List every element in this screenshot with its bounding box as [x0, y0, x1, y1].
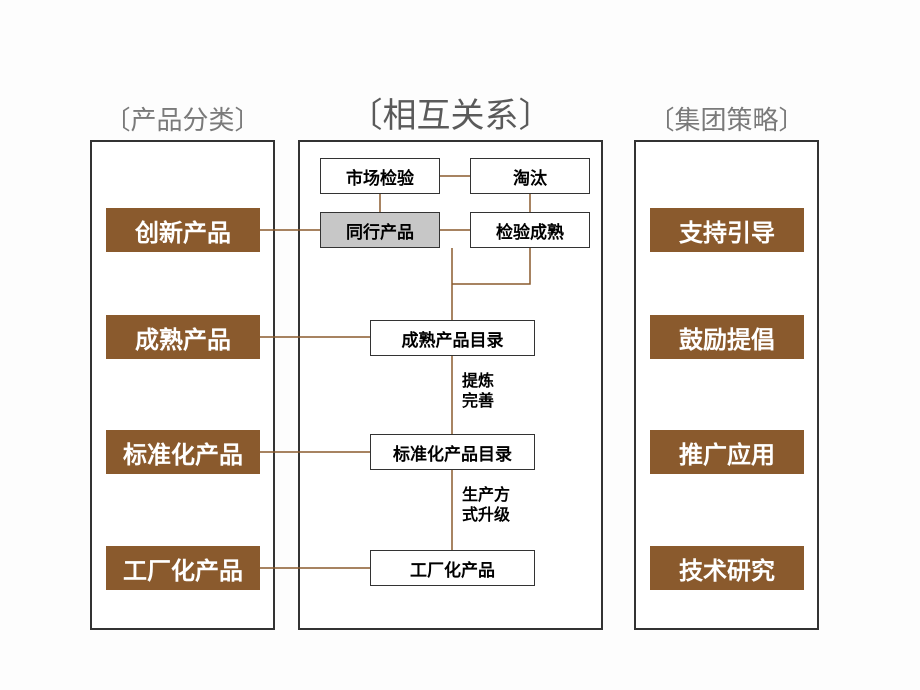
right-box: 鼓励提倡: [650, 315, 804, 359]
flow-node-peer: 同行产品: [320, 212, 440, 248]
left-box: 创新产品: [106, 208, 260, 252]
flow-node-mature-cat: 成熟产品目录: [370, 320, 535, 356]
flow-node-factory: 工厂化产品: [370, 550, 535, 586]
edge-label: 提炼完善: [462, 372, 494, 412]
col-title-center: 〔相互关系〕: [298, 88, 603, 137]
flow-node-std-cat: 标准化产品目录: [370, 434, 535, 470]
right-box: 支持引导: [650, 208, 804, 252]
col-title-right: 〔集团策略〕: [634, 100, 819, 137]
flow-node-verified: 检验成熟: [470, 212, 590, 248]
flow-node-market: 市场检验: [320, 158, 440, 194]
edge-label: 生产方式升级: [462, 486, 510, 526]
col-title-left: 〔产品分类〕: [90, 100, 275, 137]
flow-node-eliminate: 淘汰: [470, 158, 590, 194]
left-box: 成熟产品: [106, 315, 260, 359]
left-box: 标准化产品: [106, 430, 260, 474]
left-box: 工厂化产品: [106, 546, 260, 590]
right-box: 推广应用: [650, 430, 804, 474]
right-box: 技术研究: [650, 546, 804, 590]
diagram-canvas: 〔产品分类〕 〔相互关系〕 〔集团策略〕 创新产品 成熟产品 标准化产品 工厂化…: [0, 0, 920, 690]
